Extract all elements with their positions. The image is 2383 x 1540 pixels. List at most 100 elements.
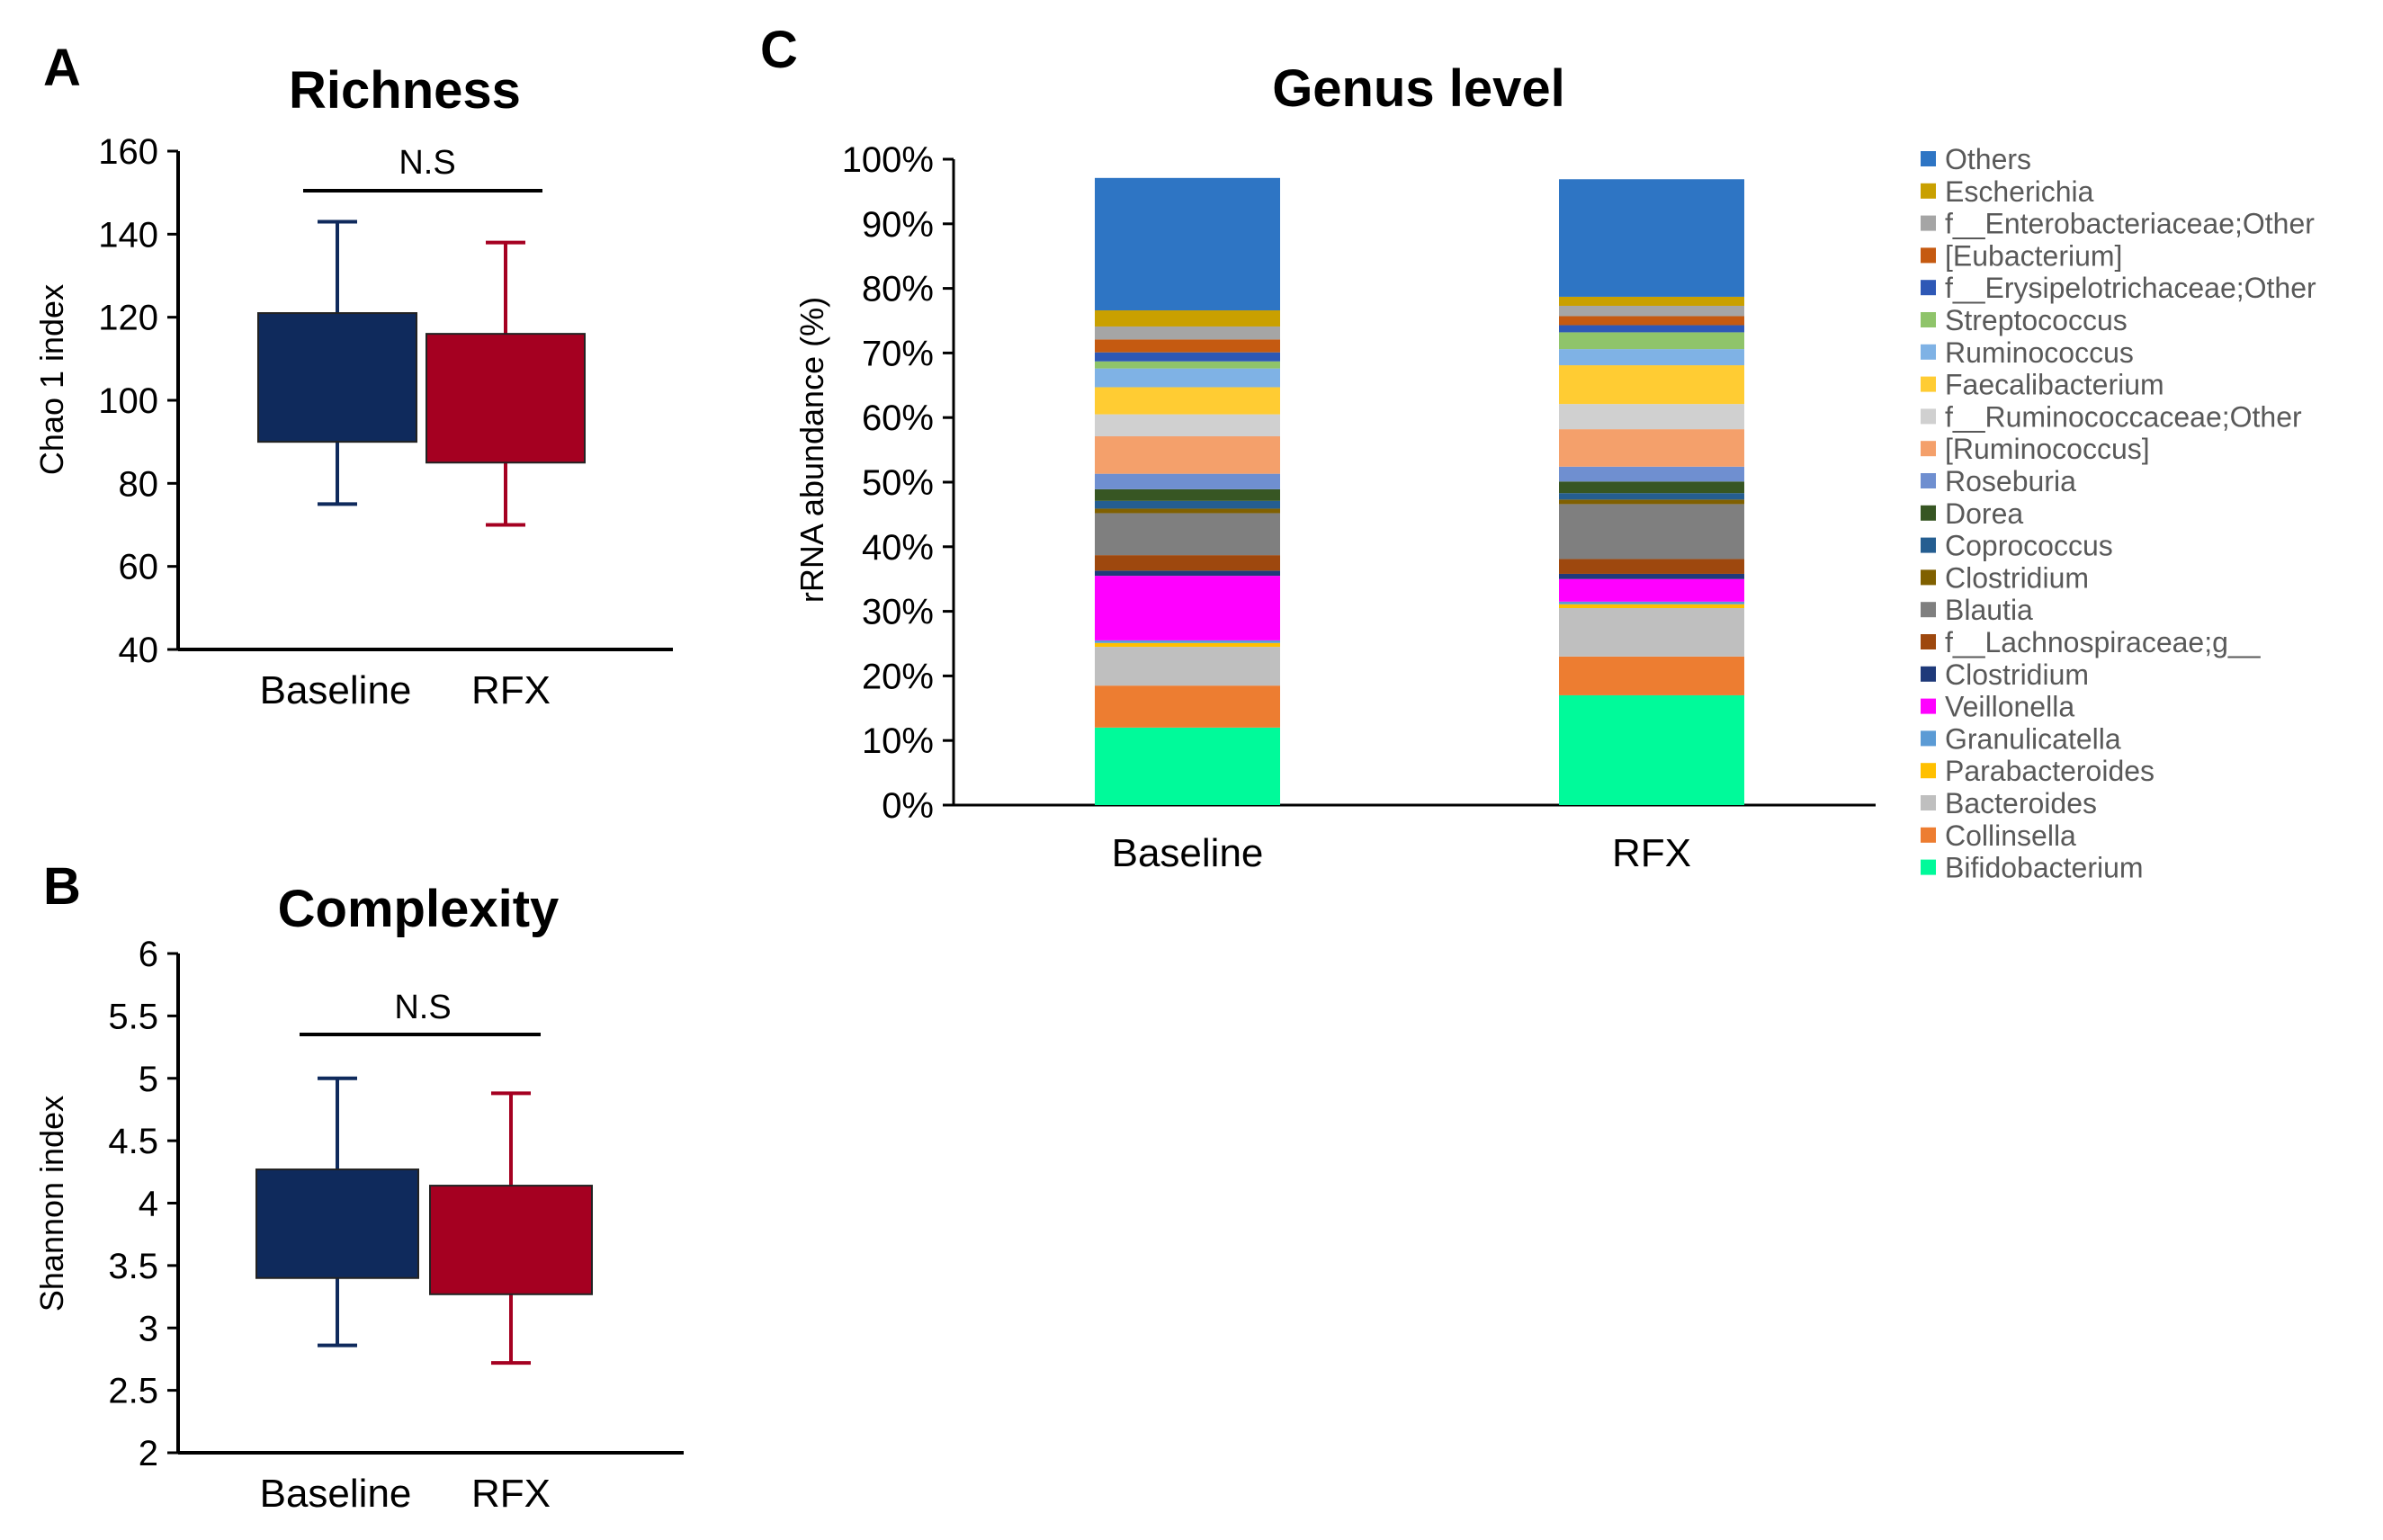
panel-c-segment-rfx-streptococcus — [1559, 332, 1744, 350]
legend-label: f__Erysipelotrichaceae;Other — [1945, 272, 2316, 304]
panel-a-box-baseline — [257, 312, 417, 443]
panel-c-segment-rfx-granulicatella — [1559, 601, 1744, 604]
panel-c-y-tick-label: 10% — [862, 721, 934, 761]
panel-a-plot: 40 60 80 100 120 140 160 Baseline RFX — [98, 132, 673, 712]
panel-b-y-tick-label: 4 — [139, 1185, 158, 1224]
panel-a-box-rfx — [426, 333, 586, 464]
legend-label: Ruminococcus — [1945, 336, 2134, 369]
panel-c-segment-baseline-parabacteroides — [1095, 642, 1280, 648]
legend-label: [Eubacterium] — [1945, 239, 2122, 272]
panel-b-y-tick-label: 5.5 — [108, 997, 158, 1036]
panel-a-y-tick-label: 100 — [98, 381, 158, 421]
legend-swatch — [1921, 376, 1936, 392]
panel-c-segment-rfx-parabacteroides — [1559, 604, 1744, 609]
panel-c-segment-baseline-f-lachnospiraceae-g — [1095, 555, 1280, 571]
panel-c-category-label: Baseline — [1112, 831, 1264, 875]
panel-b-box-rfx — [429, 1185, 593, 1295]
panel-c-segment-rfx-clostridium — [1559, 499, 1744, 505]
panel-c-y-tick-label: 50% — [862, 463, 934, 503]
panel-c-segment-baseline-collinsella — [1095, 685, 1280, 728]
panel-c-segment-baseline-roseburia — [1095, 473, 1280, 489]
legend-label: [Ruminococcus] — [1945, 433, 2150, 465]
legend-swatch — [1921, 280, 1936, 296]
legend-swatch — [1921, 634, 1936, 649]
legend-swatch — [1921, 537, 1936, 553]
panel-b-category-label: RFX — [471, 1472, 551, 1516]
panel-a-significance-label: N.S — [399, 144, 455, 182]
panel-c-segment-baseline-eubacterium — [1095, 339, 1280, 353]
panel-c-y-tick-label: 60% — [862, 398, 934, 438]
panel-b-category-label: Baseline — [260, 1472, 412, 1516]
panel-c-segment-rfx-veillonella — [1559, 578, 1744, 602]
legend-label: f__Lachnospiraceae;g__ — [1945, 626, 2262, 658]
panel-c-segment-baseline-f-ruminococcaceae-other — [1095, 414, 1280, 437]
panel-c-genus-level: C Genus level rRNA abundance (%) 0% 10% 20… — [760, 21, 2316, 884]
panel-c-segment-rfx-bifidobacterium — [1559, 694, 1744, 805]
legend-label: Roseburia — [1945, 465, 2076, 497]
panel-c-segment-rfx-clostridium — [1559, 573, 1744, 579]
panel-c-y-tick-label: 30% — [862, 593, 934, 632]
panel-c-segment-baseline-blautia — [1095, 513, 1280, 556]
panel-c-segment-rfx-dorea — [1559, 481, 1744, 494]
legend-label: Clostridium — [1945, 561, 2089, 594]
panel-a-y-tick-label: 140 — [98, 215, 158, 255]
legend-label: f__Enterobacteriaceae;Other — [1945, 208, 2315, 240]
panel-c-segment-baseline-escherichia — [1095, 310, 1280, 327]
legend-swatch — [1921, 505, 1936, 521]
panel-a-y-tick-label: 80 — [119, 464, 159, 504]
panel-b-y-tick-label: 6 — [139, 935, 158, 974]
legend-swatch — [1921, 408, 1936, 425]
panel-c-segment-rfx-ruminococcus — [1559, 349, 1744, 366]
panel-a-letter: A — [43, 39, 81, 97]
panel-a-category-label: RFX — [471, 668, 551, 712]
panel-c-segment-rfx-bacteroides — [1559, 608, 1744, 657]
panel-c-segment-rfx-eubacterium — [1559, 316, 1744, 326]
panel-c-segment-rfx-escherichia — [1559, 296, 1744, 306]
legend-label: Others — [1945, 143, 2031, 175]
legend-swatch — [1921, 183, 1936, 199]
legend-swatch — [1921, 215, 1936, 231]
panel-c-segment-baseline-veillonella — [1095, 576, 1280, 640]
panel-b-y-tick-label: 5 — [139, 1060, 158, 1099]
legend-label: Collinsella — [1945, 819, 2076, 852]
panel-a-y-axis-title: Chao 1 index — [33, 284, 70, 475]
panel-a-y-tick-label: 60 — [119, 548, 159, 587]
panel-c-segment-baseline-faecalibacterium — [1095, 387, 1280, 415]
panel-c-y-tick-label: 90% — [862, 205, 934, 245]
panel-b-y-axis-title: Shannon index — [33, 1096, 70, 1312]
panel-c-segment-baseline-streptococcus — [1095, 361, 1280, 369]
panel-c-segment-rfx-ruminococcus — [1559, 429, 1744, 467]
panel-c-segment-baseline-granulicatella — [1095, 640, 1280, 643]
panel-c-legend: OthersEscherichiaf__Enterobacteriaceae;O… — [1921, 143, 2316, 884]
panel-c-segment-baseline-f-erysipelotrichaceae-other — [1095, 352, 1280, 362]
panel-c-segment-rfx-collinsella — [1559, 656, 1744, 695]
legend-swatch — [1921, 569, 1936, 586]
panel-c-plot: 0% 10% 20% 30% 40% 50% 60% 70% 80% 90% 100% Baselin… — [842, 140, 1876, 875]
panel-b-title: Complexity — [278, 880, 560, 938]
panel-c-segment-baseline-dorea — [1095, 488, 1280, 501]
panel-c-segment-rfx-f-erysipelotrichaceae-other — [1559, 325, 1744, 333]
panel-c-segment-baseline-ruminococcus — [1095, 368, 1280, 388]
legend-swatch — [1921, 312, 1936, 327]
legend-swatch — [1921, 151, 1936, 166]
panel-c-y-axis-title: rRNA abundance (%) — [793, 297, 830, 603]
legend-label: Coprococcus — [1945, 530, 2113, 562]
panel-a-category-label: Baseline — [260, 668, 412, 712]
panel-a-y-tick-label: 120 — [98, 299, 158, 338]
legend-swatch — [1921, 344, 1936, 360]
panel-a-richness: A Richness Chao 1 index N.S 40 60 80 100 120… — [33, 39, 673, 712]
legend-swatch — [1921, 698, 1936, 714]
panel-c-y-tick-label: 40% — [862, 528, 934, 568]
legend-label: Escherichia — [1945, 175, 2094, 208]
panel-c-segment-rfx-f-ruminococcaceae-other — [1559, 404, 1744, 430]
legend-label: Bacteroides — [1945, 787, 2097, 819]
panel-c-segment-baseline-clostridium — [1095, 570, 1280, 577]
panel-c-segment-baseline-coprococcus — [1095, 500, 1280, 509]
legend-label: f__Ruminococcaceae;Other — [1945, 400, 2302, 433]
panel-b-y-tick-label: 4.5 — [108, 1122, 158, 1161]
panel-b-y-tick-label: 2.5 — [108, 1372, 158, 1411]
legend-label: Faecalibacterium — [1945, 369, 2164, 401]
panel-c-segment-rfx-roseburia — [1559, 466, 1744, 482]
legend-label: Blautia — [1945, 594, 2033, 626]
